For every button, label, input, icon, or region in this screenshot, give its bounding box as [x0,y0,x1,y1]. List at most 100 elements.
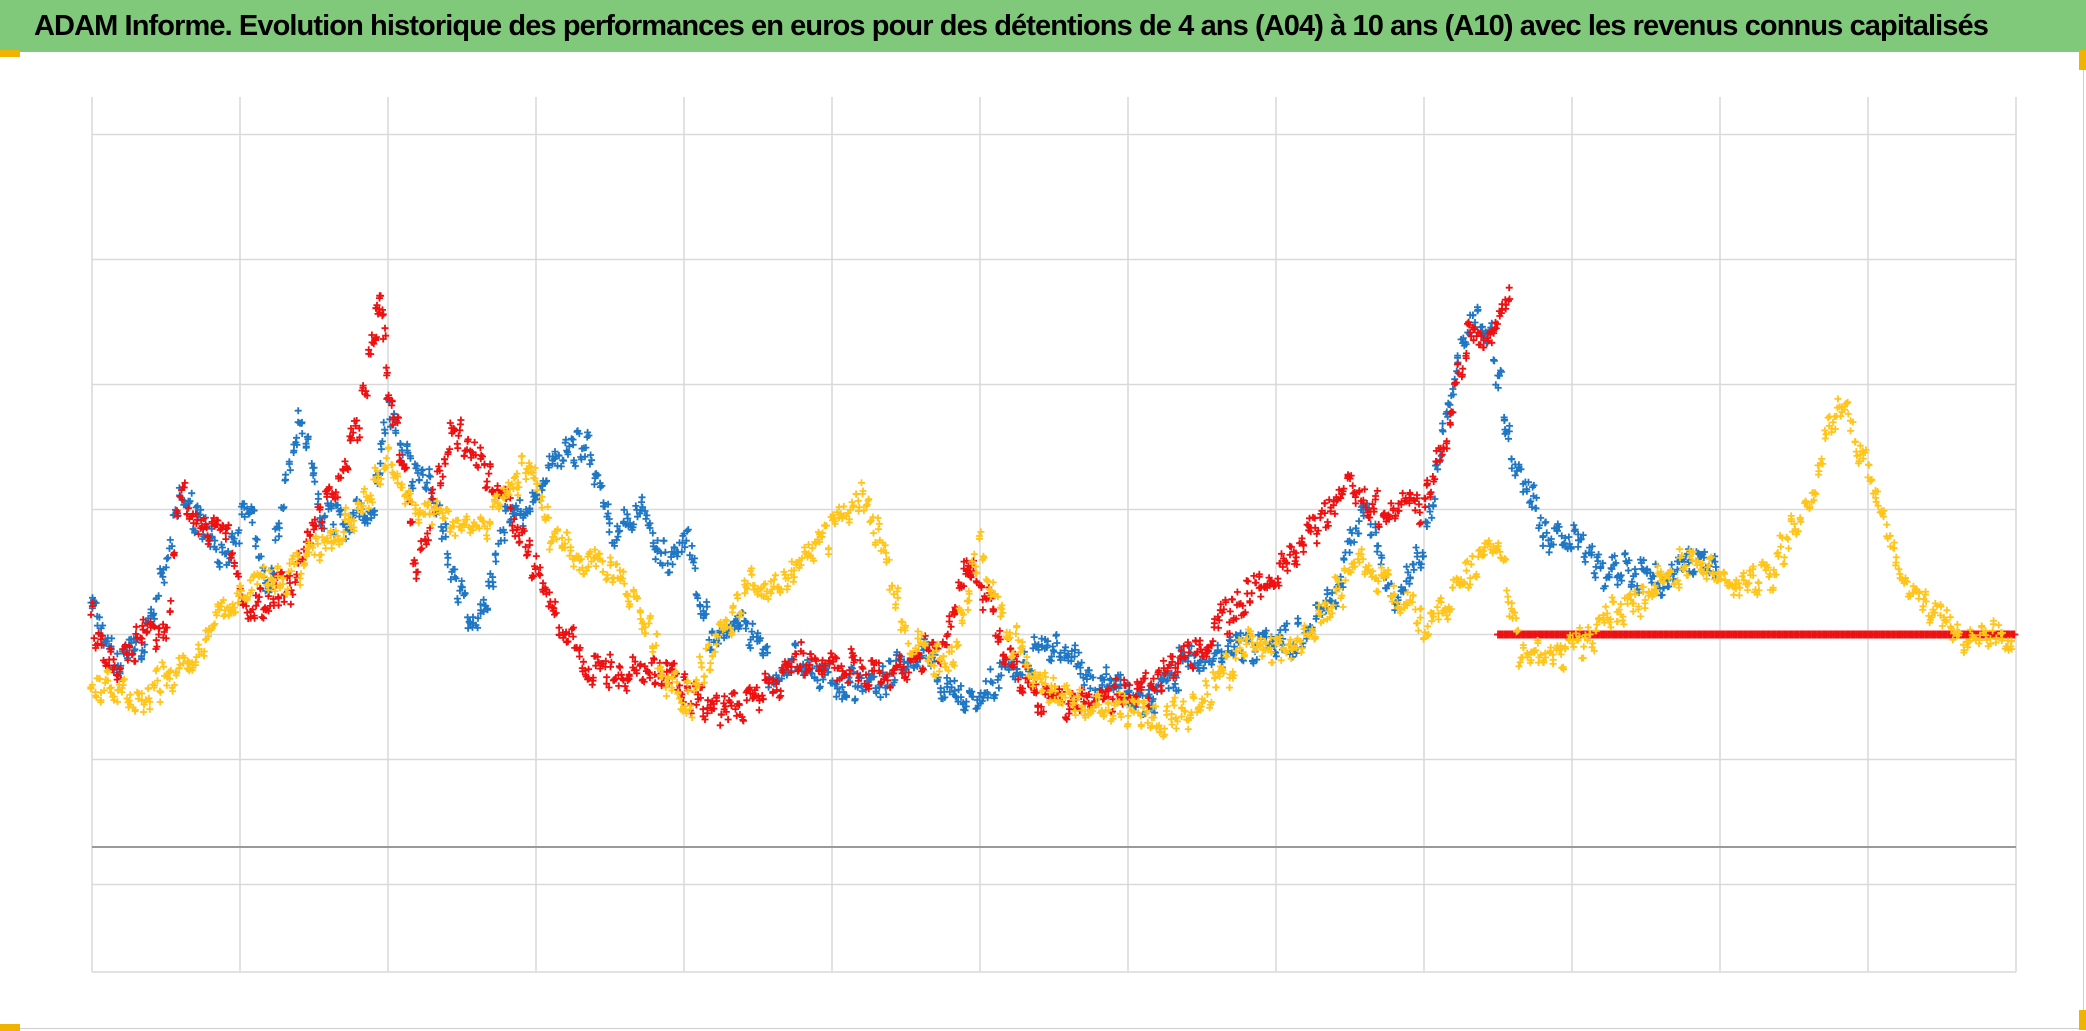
series-3-point [1609,598,1617,606]
series-3-point [1444,615,1452,623]
series-0-point [1439,420,1447,427]
series-0-point [594,471,602,479]
series-0-point [1501,416,1509,424]
series-0-point [996,659,1004,667]
series-0-point [1438,426,1446,434]
series-0-point [678,548,686,556]
series-3-point [700,673,708,681]
series-0-point [1621,549,1629,557]
series-0-point [832,693,840,701]
series-3-point [1137,722,1145,730]
series-0-point [1542,518,1550,526]
series-0-point [1323,590,1331,598]
series-3-point [1943,606,1951,614]
series-0-point [978,697,986,705]
series-0-point [763,643,771,650]
series-3-point [894,594,902,602]
series-3-point [1508,599,1516,607]
series-0-point [1078,659,1086,667]
series-3-point [1170,701,1178,709]
series-0-point [1528,503,1536,511]
series-0-point [586,460,594,468]
series-1-point [576,653,583,660]
series-1-point [1246,597,1254,605]
series-0-point [214,558,222,566]
series-0-point [186,497,194,505]
series-0-point [1100,676,1108,684]
series-0-point [230,535,238,543]
series-1-point [457,416,465,424]
series-0-point [458,577,466,585]
series-3-point [989,578,997,586]
series-0-point [1102,670,1110,678]
series-3-point [87,685,95,693]
series-1-point [1160,657,1167,665]
series-0-point [696,602,704,610]
series-0-point [1490,357,1498,365]
series-1-point [1157,687,1165,695]
series-3-point [144,684,152,692]
series-0-point [282,476,289,484]
series-0-point [1501,430,1509,438]
series-0-point [868,673,876,681]
series-0-point [1554,527,1561,535]
series-0-point [913,662,921,670]
series-0-point [1449,391,1457,398]
series-0-point [649,539,657,547]
series-3-point [1829,418,1837,426]
series-0-point [1328,589,1336,597]
series-0-point [370,511,378,519]
series-0-point [290,447,298,455]
series-0-point [551,455,559,463]
series-1-point [1321,499,1328,507]
series-0-point [1406,574,1414,582]
series-0-point [491,551,499,559]
series-0-point [1224,642,1232,650]
series-0-point [271,536,279,544]
series-0-point [419,466,426,474]
series-0-point [626,519,634,527]
series-0-point [1664,583,1672,591]
series-0-point [1543,529,1551,537]
series-3-point [1883,521,1891,529]
series-0-point [1102,663,1110,671]
series-1-point [131,657,139,665]
series-3-point [1277,656,1285,664]
corner-marker-bottom-left [0,1024,20,1031]
series-0-point [1253,656,1261,664]
series-1-point [1233,588,1241,596]
series-0-point [137,655,145,663]
series-3-point [697,659,705,667]
series-0-point [1558,532,1566,540]
series-3-point [1503,587,1511,594]
series-0-point [638,493,646,501]
series-3-point [1641,596,1649,604]
series-1-point [1228,595,1236,603]
series-1-point [417,546,424,554]
series-0-point [1053,631,1060,639]
series-0-point [194,502,201,510]
series-0-point [1640,556,1648,564]
series-1-point [455,432,463,440]
series-0-point [850,668,857,676]
series-3-point [592,562,600,570]
series-0-point [957,682,965,690]
series-0-point [212,545,220,553]
series-0-point [501,536,509,544]
series-0-point [1533,494,1540,502]
series-0-point [678,539,686,547]
series-0-point [688,542,696,550]
series-3-point [616,566,624,574]
series-0-point [838,695,846,703]
series-0-point [872,684,880,692]
series-3-point [977,528,985,536]
series-0-point [983,689,991,696]
series-3-point [1172,714,1180,722]
title-bar: ADAM Informe. Evolution historique des p… [0,0,2086,52]
series-0-point [1446,401,1454,409]
series-0-point [975,693,983,701]
series-0-point [423,479,431,487]
series-0-point [1196,657,1204,665]
series-3-point [1675,580,1683,588]
series-0-point [1213,649,1220,657]
